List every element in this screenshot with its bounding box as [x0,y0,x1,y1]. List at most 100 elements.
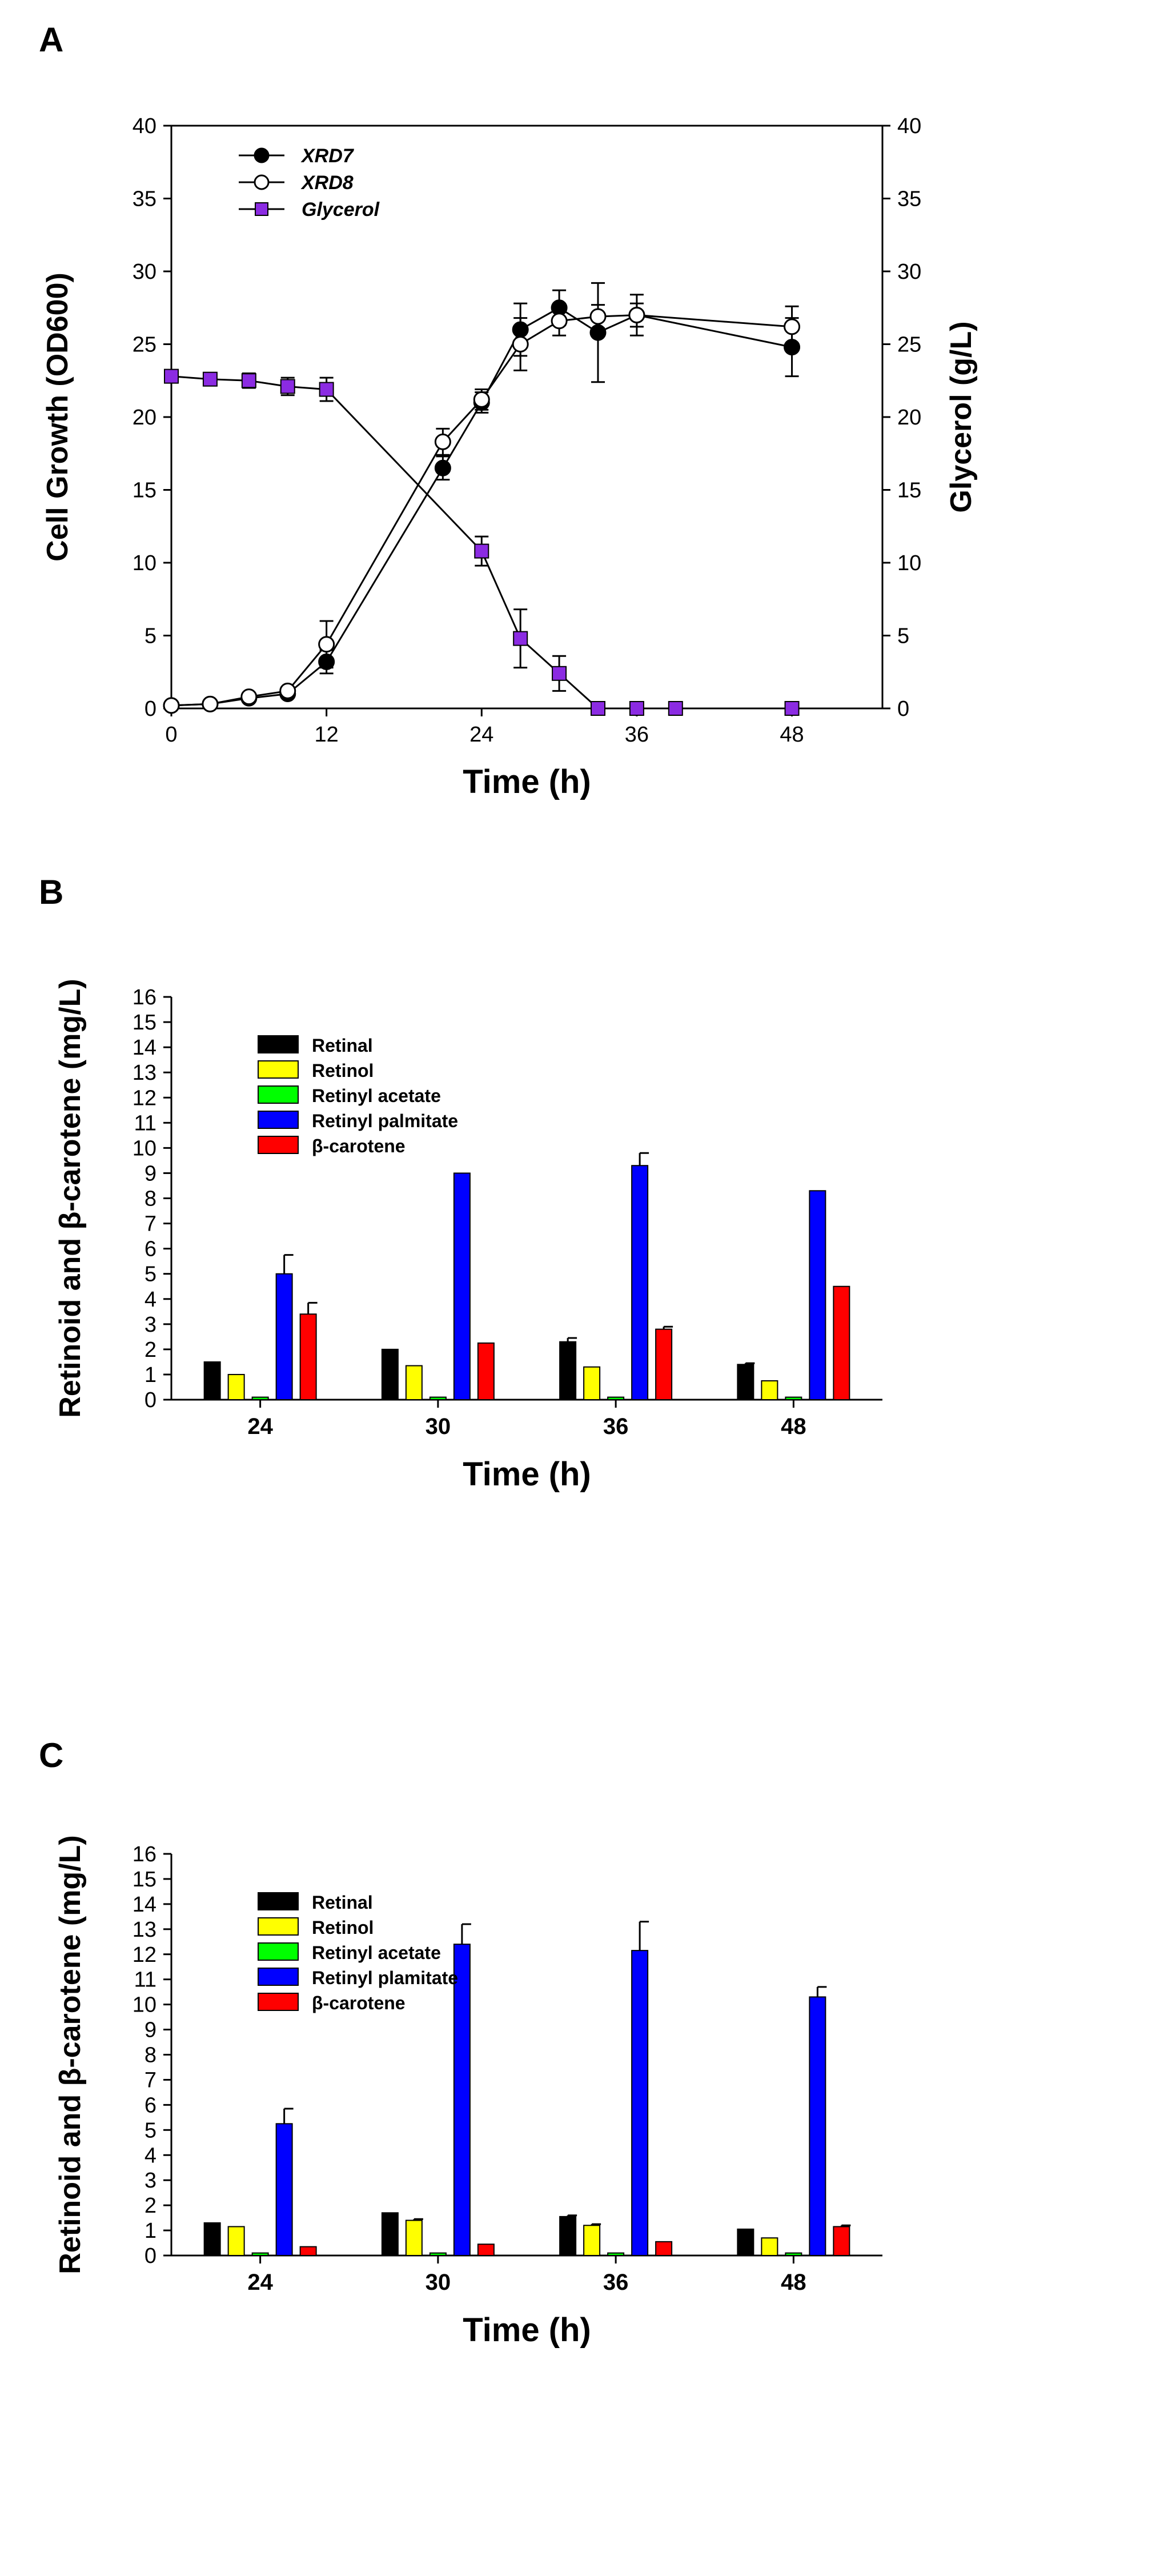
bar-retinal [737,2228,754,2257]
y-tick-label-a: 10 [133,551,156,575]
y-tick-label-b: 15 [133,1011,156,1035]
legend-label-retinol: Retinol [312,1060,374,1081]
y-tick-label-a: 5 [145,624,156,648]
x-tick-label-a: 12 [314,723,338,747]
xrd8-marker [434,433,451,450]
bar-retinol [227,1373,245,1400]
bar-retinyl-palmitate [275,1273,293,1400]
y-tick-label-c: 5 [145,2118,156,2142]
bar-retinyl-acetate [785,1396,802,1400]
y-tick-label-c: 13 [133,1918,156,1942]
x-axis-title-c: Time (h) [463,2311,591,2349]
y-tick-label-c: 7 [145,2068,156,2092]
bar-retinol [583,2225,601,2256]
y-tick-label-a: 40 [133,114,156,138]
xrd8-marker [551,313,568,330]
glycerol-marker [668,701,683,716]
glycerol-marker [164,368,179,384]
xrd8-marker [279,682,296,699]
glycerol-marker [513,631,528,646]
bar-retinal [737,1364,754,1400]
legend-swatch-retinol [258,1060,299,1079]
bar-retinol [761,1380,778,1400]
bar-retinal [559,1341,577,1400]
panel-letter-b: B [39,873,63,911]
y2-axis-title-a: Glycerol (g/L) [945,321,978,512]
xrd8-marker [163,697,180,714]
category-label-c: 24 [247,2270,273,2295]
bar-retinyl-plamitate [453,1944,471,2257]
bar-carotene [477,1342,495,1400]
bar-retinyl-acetate [785,2252,802,2256]
y-tick-label-c: 0 [145,2244,156,2268]
y-tick-label-b: 16 [133,985,156,1009]
legend-swatch-retinyl-acetate [258,1942,299,1961]
xrd8-line [171,314,792,707]
y-tick-label-c: 1 [145,2219,156,2243]
bar-retinol [583,1366,601,1400]
y-tick-label-c: 14 [133,1893,156,1917]
y2-tick-label-a: 30 [897,260,921,284]
y-tick-label-b: 6 [145,1237,156,1261]
category-label-c: 48 [781,2270,806,2295]
x-tick-label-a: 48 [780,723,804,747]
bar-retinal [381,1348,399,1400]
xrd8-marker [240,688,258,706]
y2-tick-label-a: 35 [897,187,921,211]
panel-letter-a: A [39,21,63,59]
y-tick-label-a: 25 [133,333,156,357]
bar-retinyl-plamitate [275,2123,293,2256]
y2-tick-label-a: 10 [897,551,921,575]
y-tick-label-b: 11 [134,1111,156,1135]
y-axis-title-b: Retinoid and β-carotene (mg/L) [54,979,87,1417]
legend-label-retinyl-palmitate: Retinyl palmitate [312,1111,458,1131]
glycerol-marker [255,202,268,216]
xrd8-marker [512,336,529,352]
category-label-c: 36 [603,2270,629,2295]
glycerol-marker [591,701,605,716]
y-tick-label-a: 30 [133,260,156,284]
bar-carotene [833,2226,850,2257]
y2-tick-label-a: 5 [897,624,909,648]
bar-retinyl-acetate [429,2252,447,2256]
xrd7-marker [434,459,451,476]
legend-swatch-retinol [258,1917,299,1936]
y-tick-label-b: 14 [133,1036,156,1060]
bar-retinal [203,2222,221,2257]
y2-tick-label-a: 15 [897,479,921,503]
legend-label-carotene: β-carotene [312,1136,406,1156]
bar-retinyl-acetate [251,2252,269,2256]
x-tick-label-a: 24 [469,723,493,747]
xrd8-marker [784,318,801,335]
y-tick-label-c: 15 [133,1868,156,1892]
bar-carotene [477,2244,495,2256]
x-axis-title-a: Time (h) [463,763,591,800]
category-label-b: 24 [247,1414,273,1439]
glycerol-marker [202,371,218,387]
y-tick-label-c: 11 [134,1968,156,1992]
glycerol-marker [241,373,256,388]
bar-retinal [203,1361,221,1400]
bar-carotene [833,1285,850,1400]
category-label-b: 30 [426,1414,451,1439]
xrd7-marker [254,147,270,163]
y-tick-label-b: 7 [145,1212,156,1236]
bar-carotene [655,1328,673,1400]
legend-label-retinol: Retinol [312,1917,374,1938]
xrd8-marker [318,636,335,653]
y-tick-label-b: 12 [133,1086,156,1110]
panel-letter-c: C [39,1736,63,1774]
legend-swatch-carotene [258,1993,299,2011]
legend-label-retinyl-acetate: Retinyl acetate [312,1942,441,1963]
y-tick-label-b: 3 [145,1313,156,1337]
legend-swatch-retinyl-acetate [258,1085,299,1104]
bar-retinal [559,2216,577,2257]
y2-tick-label-a: 20 [897,406,921,430]
category-label-b: 48 [781,1414,806,1439]
bar-retinyl-palmitate [631,1165,649,1400]
y-axis-title-c: Retinoid and β-carotene (mg/L) [54,1835,87,2274]
bar-carotene [655,2241,673,2257]
legend-swatch-retinal [258,1035,299,1053]
y2-tick-label-a: 0 [897,697,909,721]
